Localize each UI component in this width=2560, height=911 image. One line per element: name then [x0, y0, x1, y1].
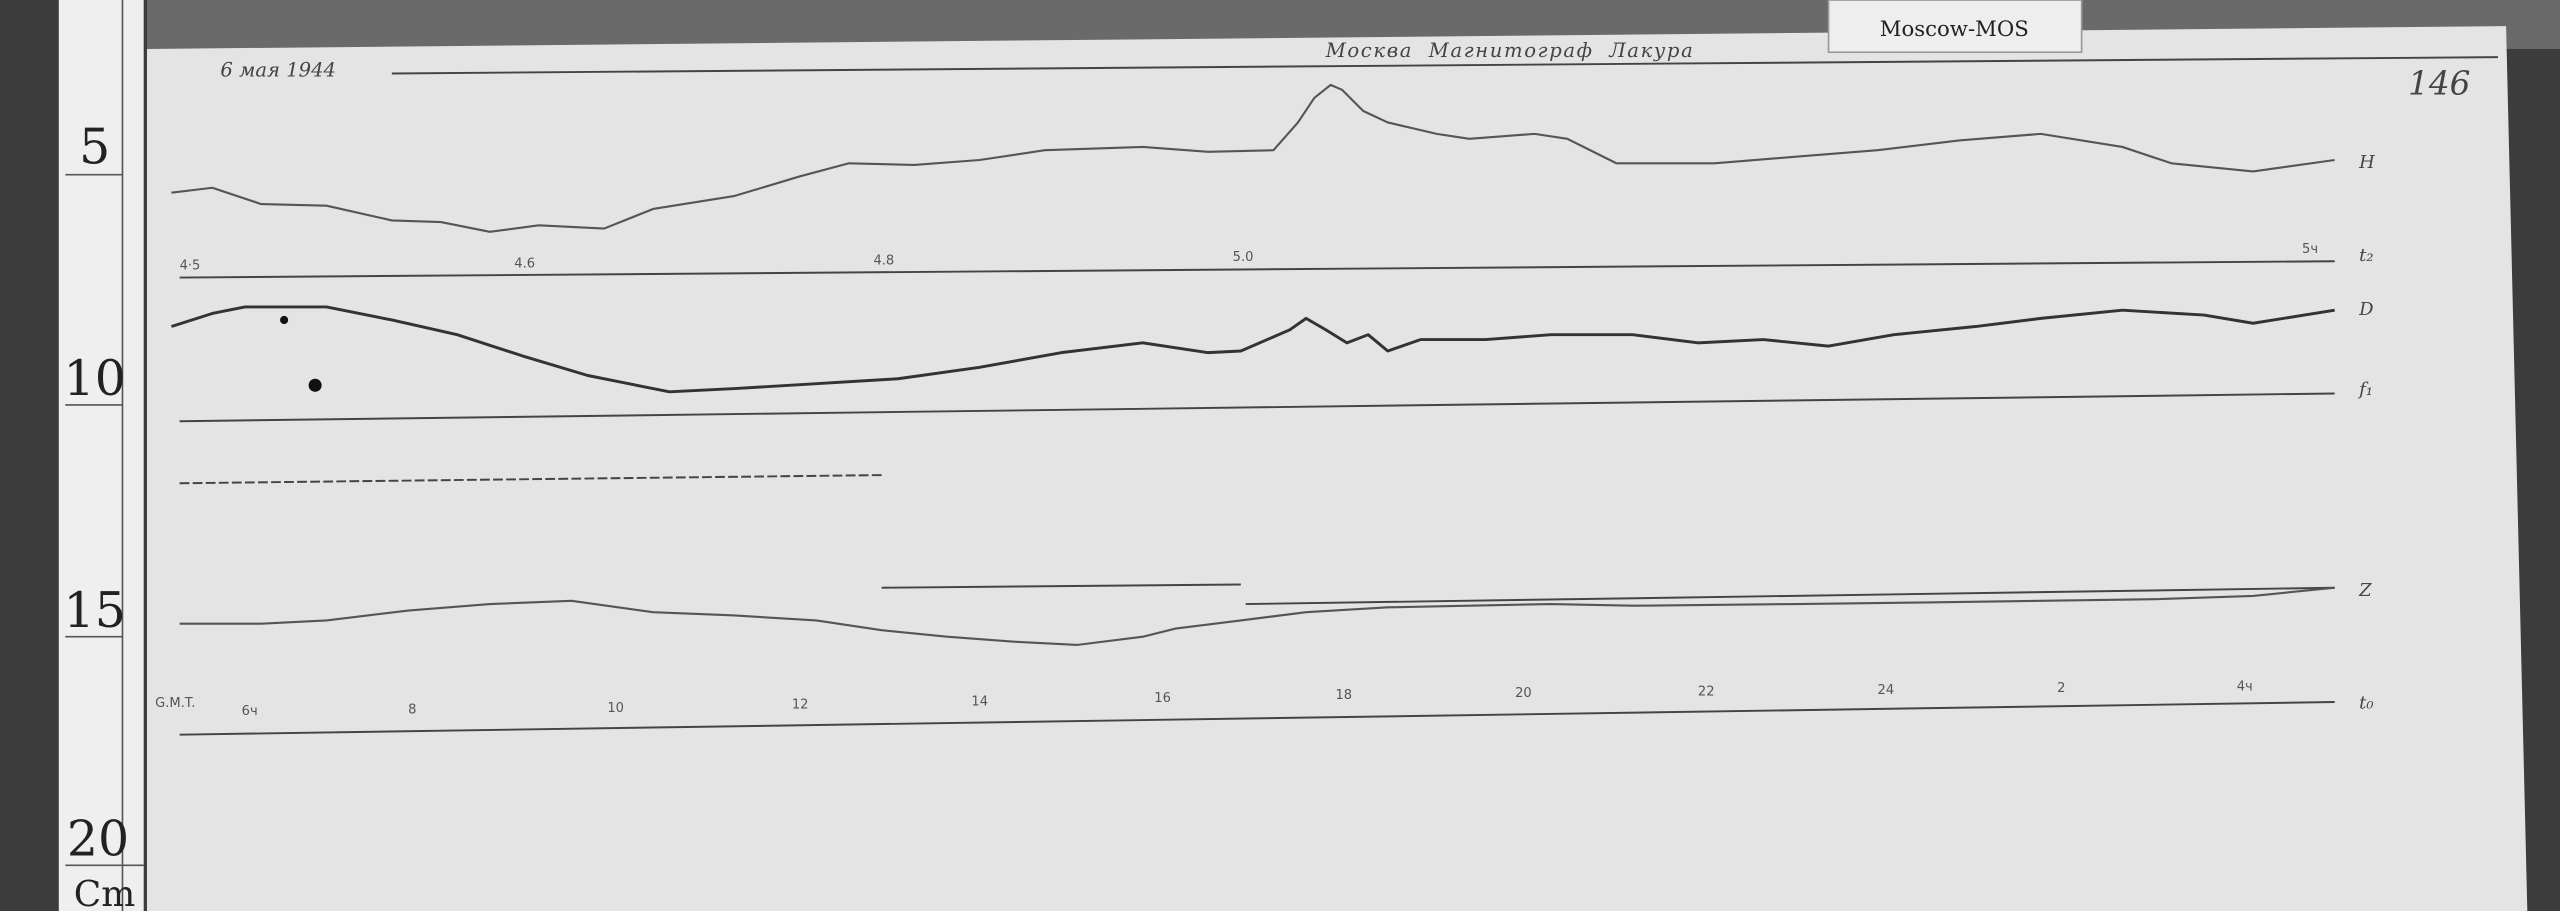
h-trace	[171, 83, 2335, 233]
ruler-label: 10	[64, 350, 126, 407]
time-tick: 14	[971, 694, 988, 709]
time-tick: 6ч	[242, 704, 258, 719]
ruler-unit: Cm	[74, 874, 136, 911]
trace-label: t₂	[2359, 245, 2373, 266]
time-tick: 5ч	[2302, 242, 2318, 257]
time-tick: 10	[607, 701, 624, 716]
z-trace	[179, 586, 2335, 646]
ink-spot	[280, 315, 289, 325]
t2-line	[179, 260, 2335, 279]
time-tick: 24	[1878, 683, 1895, 698]
ruler	[58, 0, 144, 911]
paper	[146, 26, 2528, 911]
tag: Moscow-MOS	[1880, 17, 2029, 42]
time-scale-top: 4·5 4.6 4.8 5.0 5ч	[180, 242, 2318, 273]
time-tick: 4.6	[514, 257, 535, 272]
time-scale-bottom: G.M.T. 6ч 8 10 12 14 16 18 20 22 24 2 4ч	[155, 680, 2253, 719]
time-tick: 4·5	[180, 258, 201, 273]
ruler-label: 20	[67, 810, 129, 867]
f1-line	[179, 392, 2335, 423]
trace-label: f₁	[2357, 379, 2373, 400]
time-tick: 5.0	[1233, 250, 1254, 265]
title: Москва Магнитограф Лакура	[1325, 39, 1695, 62]
time-tick: 8	[408, 702, 416, 717]
d-trace	[171, 305, 2335, 394]
time-tick: 20	[1515, 686, 1532, 701]
trace-label: D	[2358, 299, 2373, 320]
trace-label: Z	[2358, 580, 2372, 601]
ink-spot	[308, 378, 322, 392]
ruler-label: 15	[64, 582, 126, 639]
time-tick: 16	[1154, 691, 1171, 706]
time-tick: 4ч	[2237, 680, 2253, 695]
top-border	[391, 56, 2498, 75]
date: 6 мая 1944	[220, 59, 336, 82]
time-tick: 4.8	[873, 253, 894, 268]
ruler-label: 5	[79, 118, 110, 175]
time-tick: 12	[792, 698, 809, 713]
t0-line	[179, 701, 2335, 736]
trace-label: t₀	[2359, 693, 2373, 714]
ruler-ticks	[65, 0, 144, 911]
trace-label: H	[2358, 152, 2375, 173]
sheet-number: 146	[2408, 65, 2470, 103]
time-tick: 18	[1336, 688, 1353, 703]
time-tick: 22	[1698, 684, 1715, 699]
time-caption: G.M.T.	[155, 696, 195, 711]
baseline	[881, 583, 1241, 589]
tag-card	[1827, 0, 2083, 54]
baseline	[1245, 586, 2335, 606]
time-tick: 2	[2057, 681, 2065, 696]
